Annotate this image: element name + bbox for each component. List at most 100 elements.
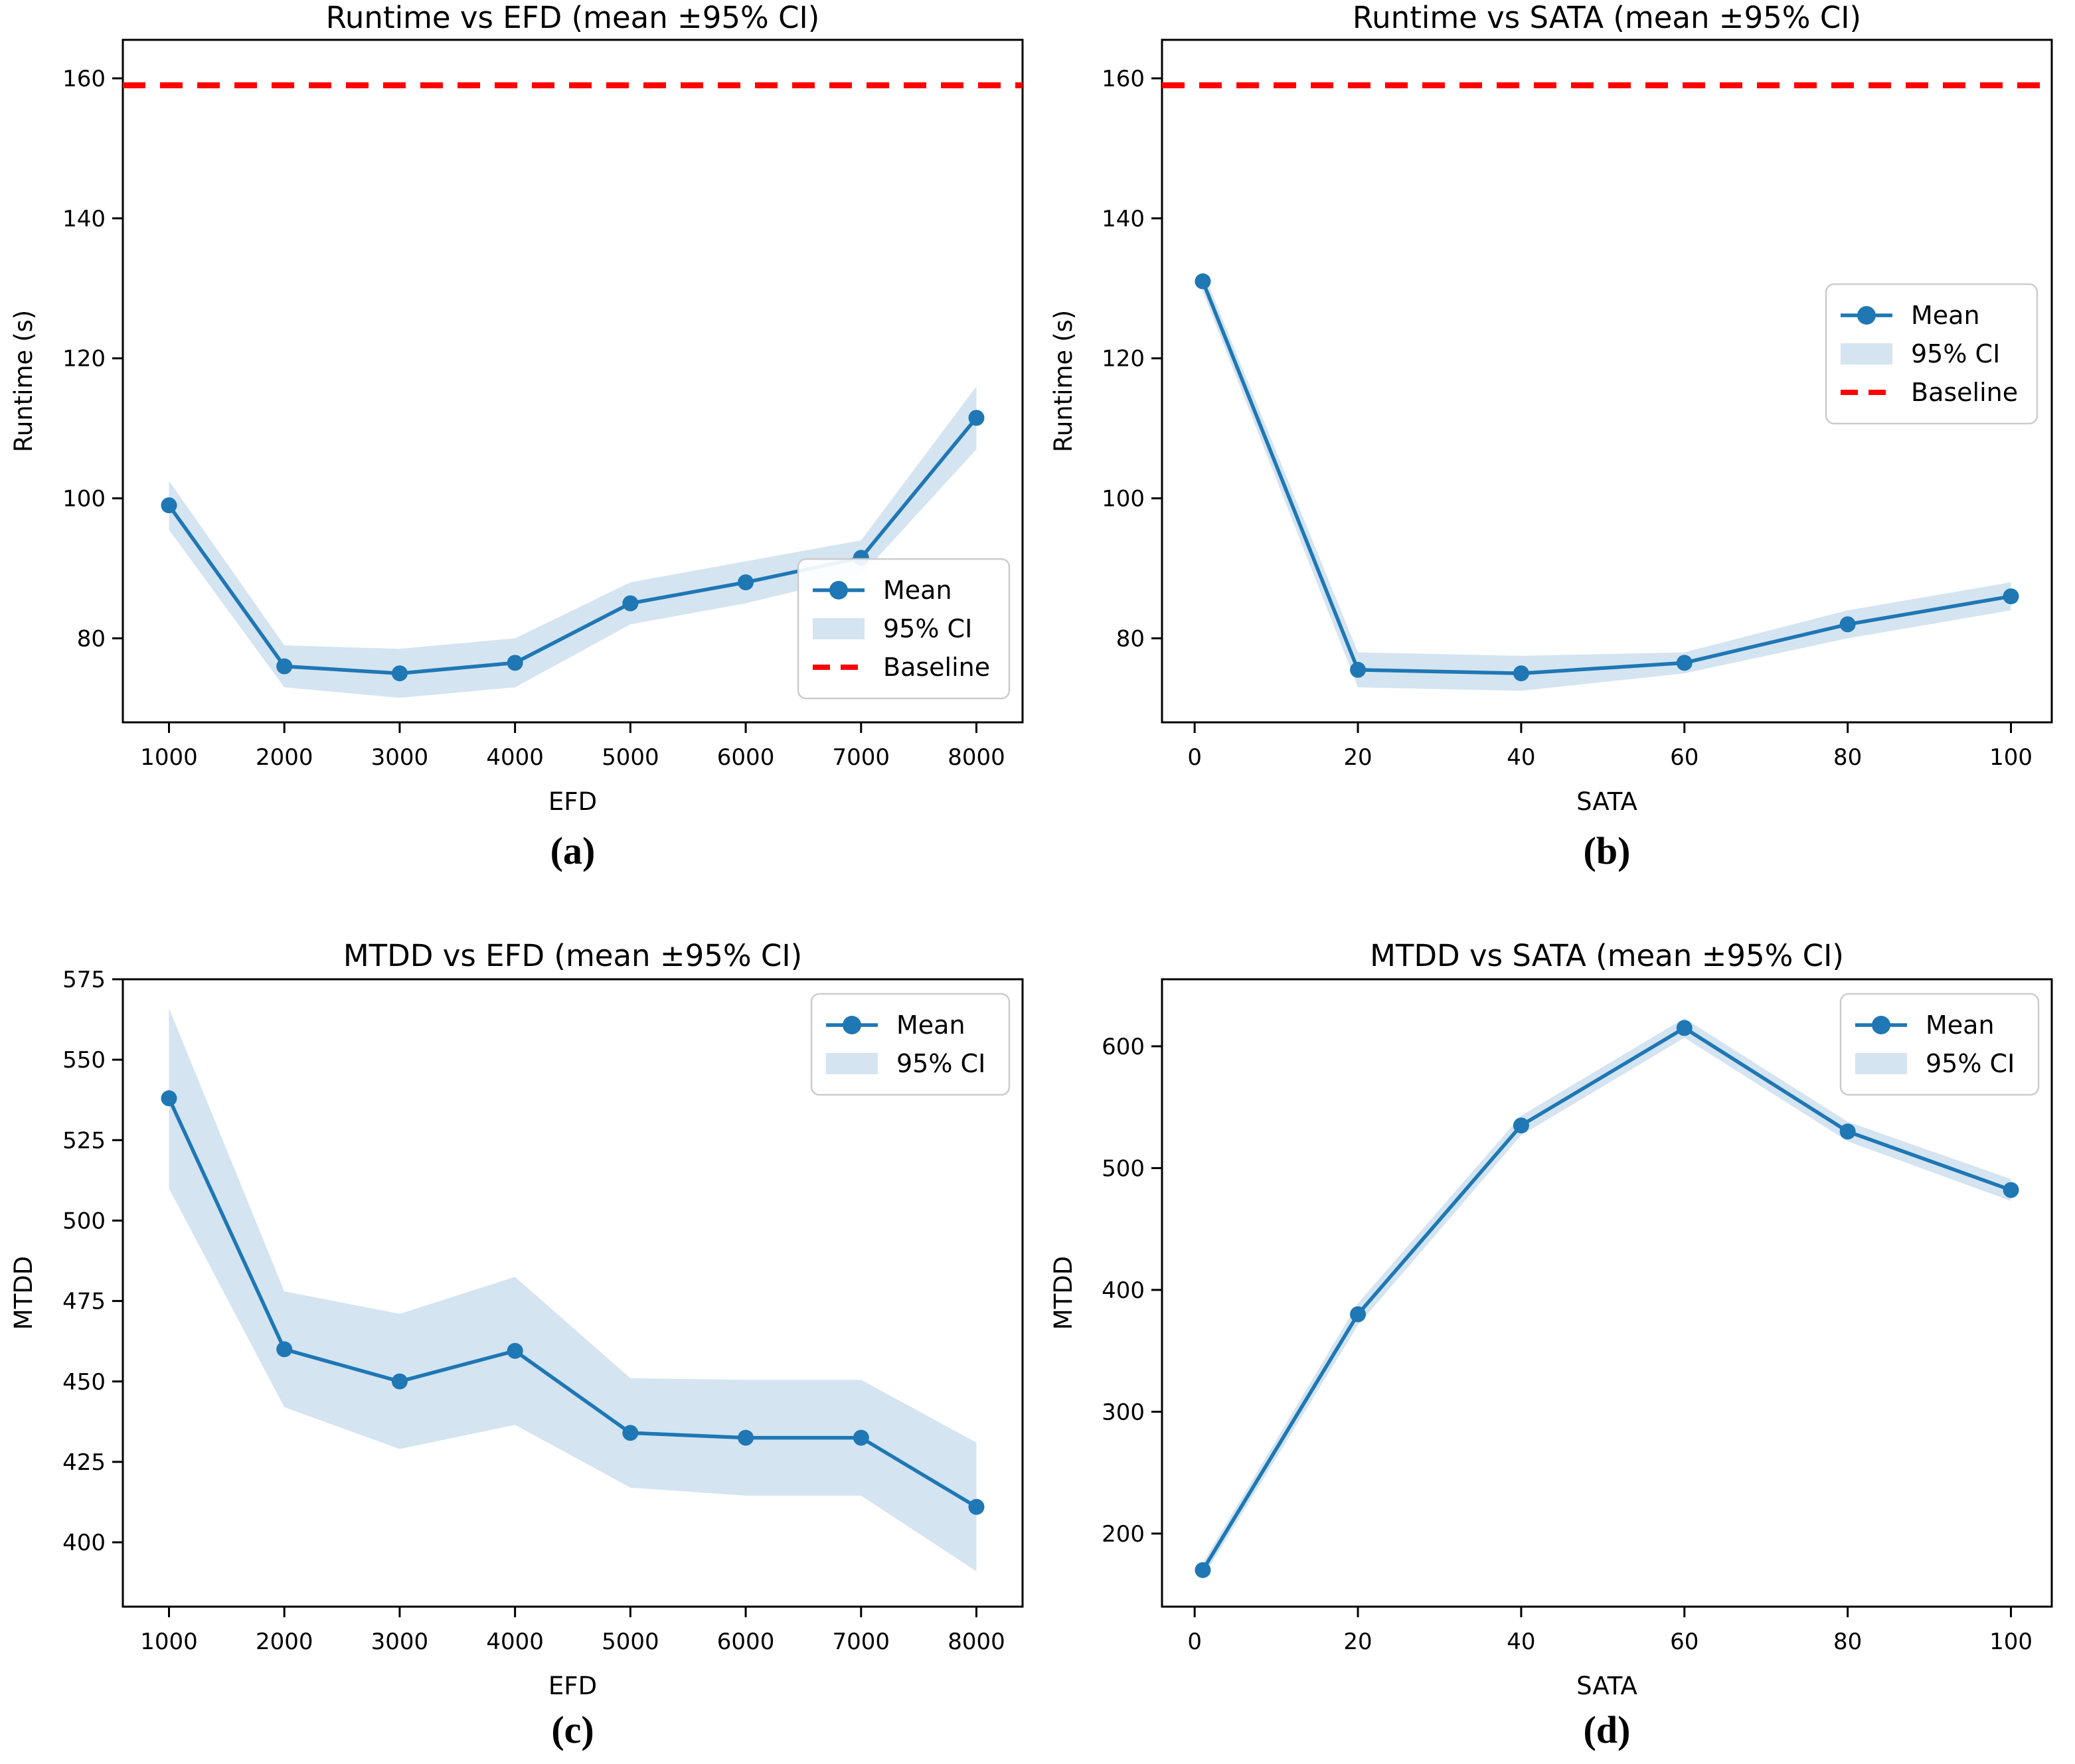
mean-markers <box>1195 1020 2019 1578</box>
svg-text:80: 80 <box>1116 625 1145 652</box>
svg-text:4000: 4000 <box>486 744 544 771</box>
svg-text:8000: 8000 <box>948 1629 1005 1655</box>
x-axis-label: EFD <box>548 787 597 816</box>
mean-line <box>167 1097 977 1509</box>
y-axis-ticks: 80 100 120 140 160 <box>1102 66 1162 652</box>
chart-title: Runtime vs EFD (mean ±95% CI) <box>326 0 820 35</box>
chart-title: MTDD vs EFD (mean ±95% CI) <box>343 938 802 973</box>
svg-text:2000: 2000 <box>256 1629 313 1655</box>
y-axis-label: MTDD <box>1049 1256 1078 1330</box>
svg-text:160: 160 <box>1102 66 1145 92</box>
svg-text:2000: 2000 <box>256 744 313 771</box>
svg-text:20: 20 <box>1343 1629 1372 1655</box>
svg-text:20: 20 <box>1343 744 1372 771</box>
chart-c-canvas: MTDD vs EFD (mean ±95% CI) 400 425 450 475 50… <box>9 938 1024 1700</box>
subplot-c: MTDD vs EFD (mean ±95% CI) 400 425 450 475 50… <box>0 880 1037 1764</box>
legend-label: Baseline <box>883 653 990 682</box>
svg-text:140: 140 <box>62 206 106 232</box>
svg-text:80: 80 <box>1833 1629 1862 1655</box>
svg-text:550: 550 <box>62 1047 106 1074</box>
svg-text:3000: 3000 <box>371 1629 429 1655</box>
svg-text:600: 600 <box>1102 1034 1145 1060</box>
svg-text:0: 0 <box>1187 1629 1202 1655</box>
svg-text:7000: 7000 <box>833 1629 890 1655</box>
legend: Mean 95% CI Baseline <box>1825 283 2038 425</box>
y-axis-label: MTDD <box>9 1256 38 1330</box>
svg-text:7000: 7000 <box>833 744 890 771</box>
svg-text:3000: 3000 <box>371 744 429 771</box>
legend-label: 95% CI <box>1926 1049 2015 1078</box>
svg-text:140: 140 <box>1102 206 1145 232</box>
svg-text:100: 100 <box>62 486 106 513</box>
legend-label: Mean <box>896 1010 965 1040</box>
svg-text:400: 400 <box>1102 1277 1145 1304</box>
mean-markers <box>161 410 985 682</box>
svg-text:5000: 5000 <box>602 744 659 771</box>
mean-line <box>1201 1026 2012 1571</box>
chart-a-canvas: Runtime vs EFD (mean ±95% CI) 80 100 120 140… <box>9 0 1024 816</box>
x-axis-ticks: 1000 2000 3000 4000 5000 6000 7000 8000 <box>140 1607 1005 1655</box>
svg-text:120: 120 <box>1102 346 1145 372</box>
svg-text:60: 60 <box>1670 744 1699 771</box>
legend-label: 95% CI <box>883 614 972 643</box>
svg-text:6000: 6000 <box>717 744 775 771</box>
svg-text:5000: 5000 <box>602 1629 659 1655</box>
axes-frame <box>1161 39 2053 724</box>
svg-text:475: 475 <box>62 1289 106 1315</box>
svg-text:8000: 8000 <box>948 744 1005 771</box>
x-axis-label: EFD <box>548 1672 597 1700</box>
x-axis-label: SATA <box>1576 1672 1637 1700</box>
mean-markers <box>161 1090 985 1515</box>
x-axis-ticks: 1000 2000 3000 4000 5000 6000 7000 8000 <box>140 722 1005 771</box>
svg-text:60: 60 <box>1670 1629 1699 1655</box>
svg-text:100: 100 <box>1989 744 2033 771</box>
axes-frame <box>122 978 1024 1608</box>
x-axis-label: SATA <box>1576 787 1637 816</box>
svg-text:100: 100 <box>1989 1629 2033 1655</box>
svg-text:80: 80 <box>1833 744 1862 771</box>
chart-d-canvas: MTDD vs SATA (mean ±95% CI)2003004005006… <box>1049 938 2053 1700</box>
ci-band <box>1203 1018 2011 1577</box>
caption-b: (b) <box>1583 829 1631 872</box>
caption-c: (c) <box>551 1708 594 1751</box>
svg-text:40: 40 <box>1507 1629 1535 1655</box>
legend-label: Baseline <box>1911 378 2018 407</box>
y-axis-label: Runtime (s) <box>9 310 38 452</box>
svg-text:100: 100 <box>1102 486 1145 513</box>
svg-text:0: 0 <box>1187 744 1202 771</box>
x-axis-ticks: 0 20 40 60 80 100 <box>1187 1607 2033 1655</box>
mean-line <box>1201 280 2011 675</box>
x-axis-ticks: 0 20 40 60 80 100 <box>1187 722 2033 771</box>
y-axis-ticks: 400 425 450 475 500 525 550 575 <box>62 967 123 1556</box>
svg-text:425: 425 <box>62 1449 106 1476</box>
svg-text:300: 300 <box>1102 1399 1145 1425</box>
ci-band <box>169 1008 977 1571</box>
legend-label: 95% CI <box>896 1049 985 1078</box>
chart-title: MTDD vs SATA (mean ±95% CI) <box>1370 938 1844 973</box>
mean-markers <box>1195 273 2019 682</box>
svg-text:120: 120 <box>62 346 106 372</box>
svg-text:500: 500 <box>62 1208 106 1234</box>
svg-text:1000: 1000 <box>140 744 198 771</box>
ci-band <box>169 386 977 698</box>
axes-frame <box>122 39 1024 724</box>
svg-text:200: 200 <box>1102 1521 1145 1548</box>
legend: Mean 95% CI <box>810 993 1011 1096</box>
subplot-d: MTDD vs SATA (mean ±95% CI) 200 300 400 500 6… <box>1037 880 2075 1764</box>
svg-text:4000: 4000 <box>486 1629 544 1655</box>
y-axis-ticks: 80 100 120 140 160 <box>62 66 123 652</box>
y-axis-label: Runtime (s) <box>1049 310 1078 452</box>
svg-text:525: 525 <box>62 1127 106 1154</box>
caption-a: (a) <box>550 829 596 872</box>
legend-label: 95% CI <box>1911 339 2000 368</box>
subplot-b: Runtime vs SATA (mean ±95% CI) 80 100 120 14… <box>1037 0 2075 880</box>
svg-text:80: 80 <box>77 625 106 652</box>
legend-label: Mean <box>1926 1010 1995 1040</box>
chart-b-canvas: Runtime vs SATA (mean ±95% CI) 80 100 120 14… <box>1049 0 2053 816</box>
y-axis-ticks: 200 300 400 500 600 <box>1102 1034 1162 1548</box>
svg-text:575: 575 <box>62 967 106 993</box>
subplot-a: Runtime vs EFD (mean ±95% CI) 80 100 120 140… <box>0 0 1037 880</box>
svg-text:40: 40 <box>1507 744 1535 771</box>
legend-label: Mean <box>883 576 952 605</box>
